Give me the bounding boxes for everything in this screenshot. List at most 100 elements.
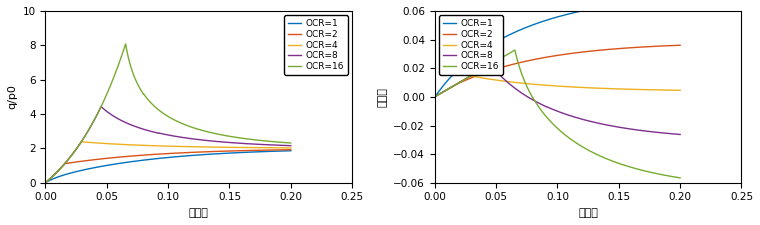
OCR=1 — [443, 79, 452, 81]
OCR=1 — [287, 149, 296, 152]
OCR=4 — [443, 88, 452, 90]
OCR=8 — [521, 94, 530, 97]
OCR=1 — [132, 160, 141, 162]
OCR=8 — [287, 144, 296, 147]
Line: OCR=4: OCR=4 — [435, 76, 680, 97]
OCR=16 — [243, 138, 252, 140]
OCR=4 — [77, 140, 86, 143]
OCR=4 — [466, 74, 475, 77]
OCR=8 — [430, 95, 439, 98]
OCR=1 — [435, 88, 445, 91]
OCR=16 — [511, 49, 520, 51]
OCR=8 — [578, 118, 587, 121]
Line: OCR=1: OCR=1 — [46, 151, 291, 183]
Line: OCR=16: OCR=16 — [46, 44, 291, 183]
OCR=16 — [676, 176, 685, 179]
OCR=8 — [243, 142, 252, 145]
OCR=4 — [54, 169, 63, 172]
OCR=2 — [188, 151, 198, 154]
OCR=8 — [41, 181, 50, 184]
OCR=2 — [521, 60, 530, 63]
OCR=2 — [46, 177, 55, 179]
OCR=4 — [632, 88, 641, 91]
X-axis label: 劑应变: 劑应变 — [188, 208, 209, 218]
OCR=1 — [41, 181, 50, 184]
OCR=1 — [430, 95, 439, 98]
OCR=2 — [132, 154, 141, 157]
OCR=2 — [578, 51, 587, 53]
OCR=2 — [452, 83, 461, 86]
OCR=2 — [430, 95, 439, 98]
Line: OCR=1: OCR=1 — [435, 0, 680, 97]
Line: OCR=2: OCR=2 — [46, 150, 291, 183]
OCR=4 — [521, 82, 530, 85]
OCR=4 — [243, 146, 252, 149]
OCR=8 — [54, 169, 63, 172]
OCR=8 — [632, 128, 641, 131]
OCR=4 — [46, 177, 55, 179]
X-axis label: 劑应变: 劑应变 — [578, 208, 598, 218]
OCR=8 — [132, 126, 141, 128]
OCR=2 — [287, 148, 296, 151]
OCR=1 — [54, 175, 63, 178]
OCR=4 — [435, 92, 445, 95]
OCR=1 — [46, 178, 55, 181]
OCR=2 — [632, 46, 641, 49]
OCR=1 — [188, 154, 198, 157]
Line: OCR=8: OCR=8 — [46, 107, 291, 183]
OCR=1 — [62, 173, 71, 175]
OCR=8 — [676, 133, 685, 136]
Y-axis label: 体应变: 体应变 — [378, 87, 388, 107]
Legend: OCR=1, OCR=2, OCR=4, OCR=8, OCR=16: OCR=1, OCR=2, OCR=4, OCR=8, OCR=16 — [284, 16, 347, 75]
OCR=1 — [452, 70, 461, 72]
OCR=4 — [287, 146, 296, 149]
OCR=4 — [676, 89, 685, 92]
OCR=16 — [132, 81, 141, 83]
OCR=8 — [452, 83, 461, 86]
OCR=2 — [443, 88, 452, 90]
OCR=8 — [62, 159, 71, 162]
OCR=8 — [46, 177, 55, 179]
OCR=16 — [46, 177, 55, 179]
OCR=4 — [578, 86, 587, 89]
OCR=2 — [435, 92, 445, 95]
OCR=4 — [132, 144, 141, 146]
Line: OCR=8: OCR=8 — [435, 64, 680, 135]
OCR=4 — [452, 83, 461, 86]
OCR=16 — [578, 145, 587, 148]
Line: OCR=16: OCR=16 — [435, 50, 680, 178]
OCR=2 — [54, 169, 63, 172]
OCR=16 — [62, 159, 71, 162]
OCR=4 — [62, 159, 71, 162]
OCR=16 — [452, 83, 461, 86]
OCR=2 — [62, 162, 71, 165]
OCR=1 — [632, 1, 641, 4]
Line: OCR=4: OCR=4 — [46, 142, 291, 183]
OCR=16 — [41, 181, 50, 184]
OCR=16 — [287, 142, 296, 144]
OCR=16 — [430, 95, 439, 98]
OCR=4 — [188, 145, 198, 148]
OCR=2 — [242, 149, 252, 152]
OCR=8 — [486, 63, 495, 66]
OCR=16 — [435, 92, 445, 95]
OCR=1 — [521, 26, 530, 29]
OCR=16 — [521, 83, 530, 86]
Line: OCR=2: OCR=2 — [435, 45, 680, 97]
OCR=8 — [443, 88, 452, 90]
OCR=16 — [121, 43, 130, 45]
OCR=16 — [54, 169, 63, 172]
Y-axis label: q/p0: q/p0 — [7, 84, 17, 109]
OCR=1 — [242, 151, 252, 154]
OCR=8 — [435, 92, 445, 95]
OCR=8 — [188, 137, 198, 140]
OCR=1 — [578, 9, 587, 12]
OCR=16 — [443, 88, 452, 90]
OCR=8 — [97, 105, 106, 108]
Legend: OCR=1, OCR=2, OCR=4, OCR=8, OCR=16: OCR=1, OCR=2, OCR=4, OCR=8, OCR=16 — [439, 16, 503, 75]
OCR=2 — [676, 44, 685, 47]
OCR=4 — [41, 181, 50, 184]
OCR=2 — [41, 181, 50, 184]
OCR=16 — [188, 126, 198, 129]
OCR=16 — [632, 168, 641, 170]
